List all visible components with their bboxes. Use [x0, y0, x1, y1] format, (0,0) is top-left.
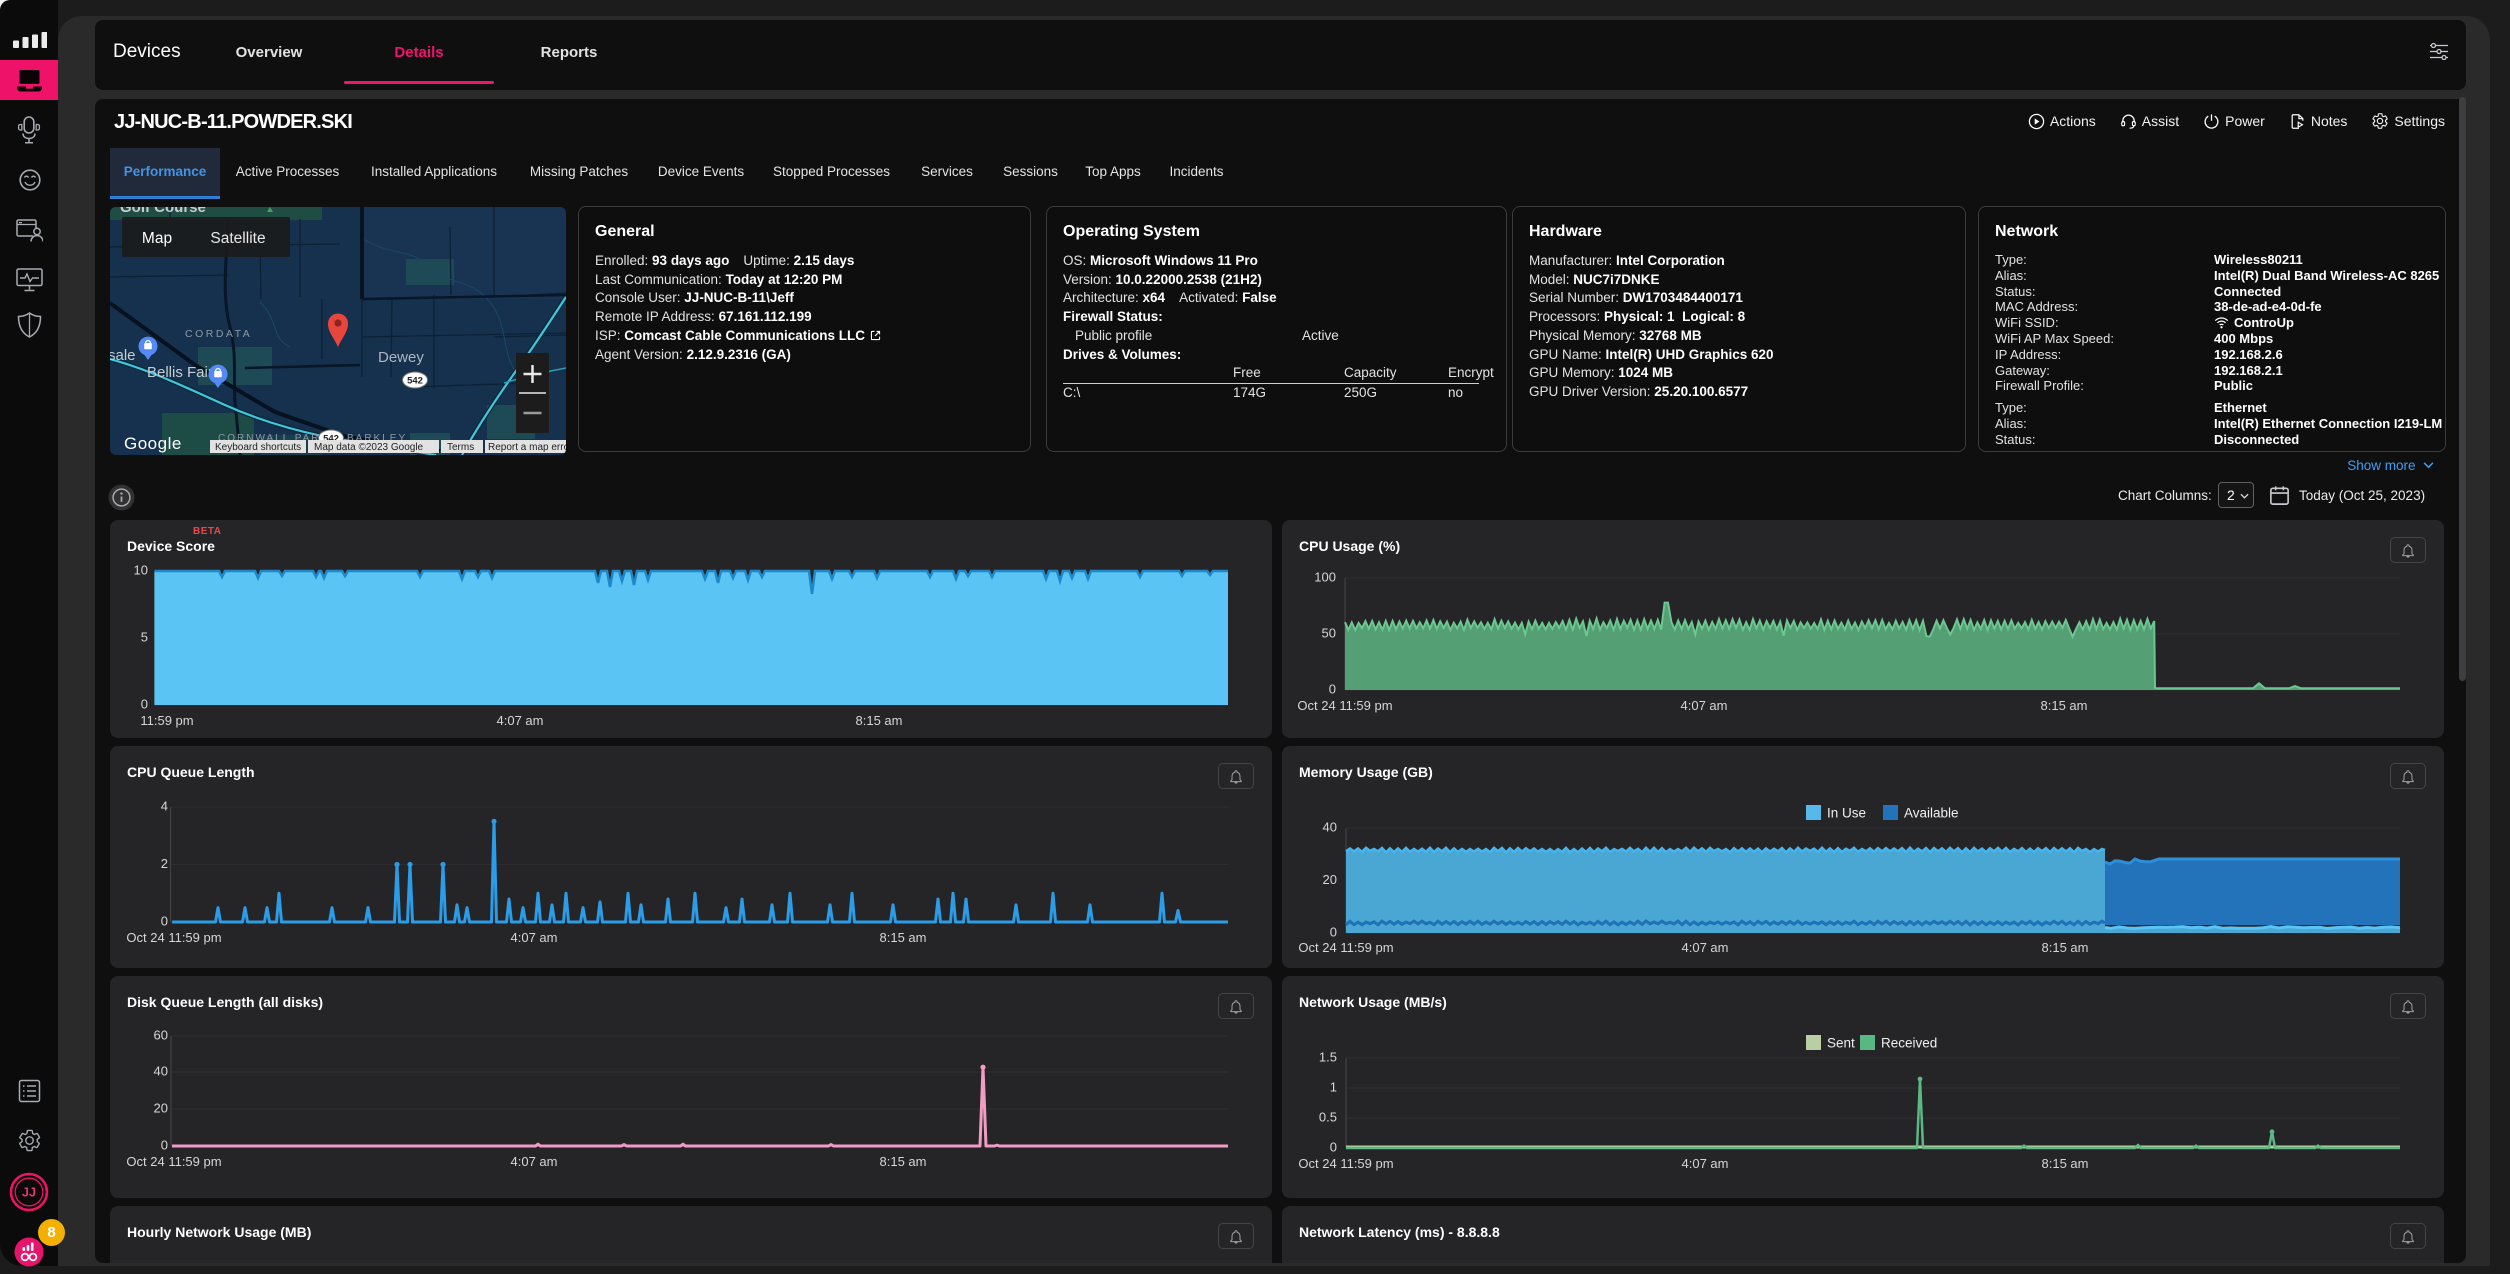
svg-text:10: 10: [134, 562, 148, 577]
svg-text:8:15 am: 8:15 am: [880, 930, 927, 945]
svg-text:Map data ©2023 Google: Map data ©2023 Google: [314, 442, 424, 453]
svg-text:CORNWALL PARK: CORNWALL PARK: [218, 433, 329, 444]
svg-text:Oct 24 11:59 pm: Oct 24 11:59 pm: [1298, 940, 1393, 955]
svg-text:4:07 am: 4:07 am: [1682, 940, 1729, 955]
svg-text:8:15 am: 8:15 am: [2042, 940, 2089, 955]
svg-text:Available: Available: [1904, 806, 1959, 821]
svg-text:Keyboard shortcuts: Keyboard shortcuts: [215, 442, 301, 453]
svg-text:Oct 24 11:59 pm: Oct 24 11:59 pm: [1298, 1156, 1393, 1171]
svg-text:Sent: Sent: [1827, 1036, 1855, 1051]
svg-text:0: 0: [141, 696, 148, 711]
svg-text:20: 20: [1323, 872, 1337, 887]
svg-text:In Use: In Use: [1827, 806, 1866, 821]
svg-text:4:07 am: 4:07 am: [511, 1154, 558, 1169]
svg-text:5: 5: [141, 629, 148, 644]
svg-text:40: 40: [1323, 819, 1337, 834]
svg-text:Golf Course: Golf Course: [120, 207, 206, 216]
svg-text:542: 542: [407, 376, 423, 387]
svg-text:50: 50: [1322, 625, 1336, 640]
svg-text:4: 4: [161, 798, 168, 813]
svg-text:sale: sale: [110, 347, 136, 364]
svg-text:8:15 am: 8:15 am: [880, 1154, 927, 1169]
svg-text:4:07 am: 4:07 am: [1681, 698, 1728, 713]
svg-text:Oct 24 11:59 pm: Oct 24 11:59 pm: [126, 1154, 221, 1169]
svg-text:0: 0: [1329, 681, 1336, 696]
svg-text:Bellis Fair: Bellis Fair: [147, 364, 213, 381]
svg-text:Google: Google: [124, 434, 182, 453]
svg-text:Oct 24 11:59 pm: Oct 24 11:59 pm: [1297, 698, 1392, 713]
svg-text:BARKLEY: BARKLEY: [347, 433, 407, 444]
svg-text:0: 0: [161, 1137, 168, 1152]
svg-text:Terms: Terms: [447, 442, 474, 453]
svg-text:0: 0: [1330, 924, 1337, 939]
svg-text:4:07 am: 4:07 am: [497, 713, 544, 728]
svg-text:40: 40: [154, 1063, 168, 1078]
svg-text:Dewey: Dewey: [378, 349, 424, 366]
svg-text:0.5: 0.5: [1319, 1109, 1337, 1124]
svg-text:1: 1: [1330, 1079, 1337, 1094]
svg-text:4:07 am: 4:07 am: [511, 930, 558, 945]
svg-text:Report a map error: Report a map error: [488, 442, 566, 453]
svg-text:Received: Received: [1881, 1036, 1937, 1051]
svg-text:Oct 24 11:59 pm: Oct 24 11:59 pm: [126, 930, 221, 945]
svg-text:4:07 am: 4:07 am: [1682, 1156, 1729, 1171]
svg-text:542: 542: [323, 434, 339, 445]
svg-text:8:15 am: 8:15 am: [856, 713, 903, 728]
svg-text:1.5: 1.5: [1319, 1049, 1337, 1064]
svg-text:60: 60: [154, 1027, 168, 1042]
svg-text:100: 100: [1314, 569, 1336, 584]
svg-text:11:59 pm: 11:59 pm: [140, 713, 193, 728]
svg-text:Map: Map: [142, 230, 172, 247]
svg-text:Satellite: Satellite: [210, 230, 265, 247]
svg-text:CORDATA: CORDATA: [185, 328, 252, 340]
svg-text:JJ: JJ: [22, 1186, 36, 1200]
svg-text:0: 0: [1330, 1139, 1337, 1154]
svg-text:20: 20: [154, 1100, 168, 1115]
svg-text:8:15 am: 8:15 am: [2042, 1156, 2089, 1171]
svg-text:2: 2: [161, 856, 168, 871]
svg-text:8:15 am: 8:15 am: [2041, 698, 2088, 713]
svg-text:0: 0: [161, 913, 168, 928]
